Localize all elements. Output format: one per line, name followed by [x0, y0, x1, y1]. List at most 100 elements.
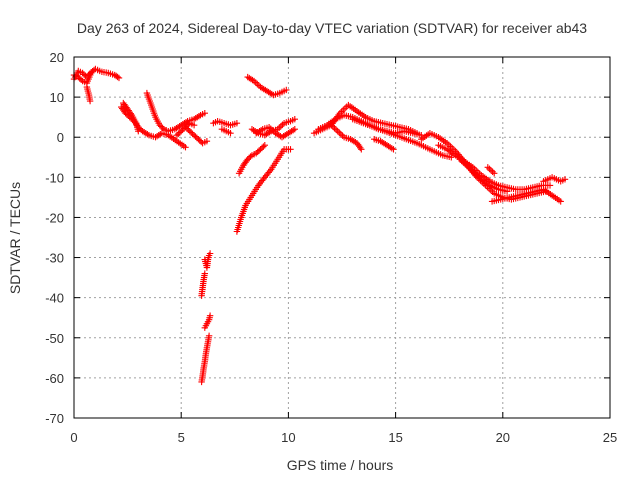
- data-point: [561, 176, 569, 183]
- data-point: [291, 116, 298, 123]
- data-point: [291, 126, 298, 133]
- series-arc-9: [210, 118, 241, 129]
- data-point: [261, 142, 268, 149]
- data-point: [546, 182, 554, 189]
- series-arc-6: [143, 89, 208, 135]
- series-arc-13: [198, 270, 208, 299]
- x-tick-label: 25: [603, 430, 617, 445]
- data-point: [195, 136, 202, 143]
- data-point: [227, 130, 234, 137]
- y-tick-label: -10: [45, 170, 64, 185]
- data-point: [156, 122, 163, 129]
- series-arc-1: [70, 65, 123, 83]
- series-arc-5: [120, 99, 142, 135]
- y-tick-label: 0: [57, 130, 64, 145]
- x-tick-label: 5: [178, 430, 185, 445]
- y-tick-label: -50: [45, 331, 64, 346]
- data-point: [79, 69, 86, 77]
- data-point: [135, 128, 142, 135]
- data-point: [244, 156, 251, 163]
- data-points: [70, 65, 569, 386]
- y-tick-labels: 20 10 0 -10 -20 -30 -40 -50 -60 -70: [45, 50, 64, 426]
- data-point: [260, 143, 267, 150]
- y-axis-label: SDTVAR / TECUs: [7, 182, 23, 294]
- chart-title: Day 263 of 2024, Sidereal Day-to-day VTE…: [77, 20, 587, 36]
- data-point: [115, 74, 123, 82]
- data-point: [182, 124, 189, 131]
- data-point: [205, 332, 213, 339]
- series-arc-8: [182, 124, 211, 147]
- data-point: [77, 76, 85, 83]
- series-arc-12: [201, 250, 214, 271]
- series-arc-30: [484, 164, 498, 177]
- data-point: [233, 120, 241, 127]
- data-point: [253, 150, 260, 157]
- x-tick-label: 10: [281, 430, 295, 445]
- data-point: [182, 144, 189, 151]
- y-tick-label: 20: [50, 50, 64, 65]
- data-point: [190, 122, 198, 129]
- data-point: [357, 144, 364, 151]
- x-tick-label: 15: [388, 430, 402, 445]
- data-point: [127, 110, 134, 117]
- x-axis-label: GPS time / hours: [287, 457, 394, 473]
- series-arc-29: [540, 174, 569, 185]
- data-point: [179, 126, 186, 134]
- x-tick-label: 20: [496, 430, 510, 445]
- data-point: [283, 86, 290, 94]
- data-point: [186, 128, 193, 135]
- series-arc-11: [244, 73, 290, 99]
- data-point: [257, 146, 264, 153]
- series-arc-14: [201, 312, 214, 331]
- data-point: [491, 170, 498, 177]
- data-point: [188, 129, 195, 136]
- data-point: [183, 125, 191, 132]
- y-tick-label: 10: [50, 90, 64, 105]
- y-tick-label: -70: [45, 411, 64, 426]
- data-point: [114, 73, 121, 81]
- y-tick-label: -60: [45, 371, 64, 386]
- series-arc-15: [198, 332, 213, 386]
- series-arc-10: [218, 126, 234, 137]
- data-point: [390, 146, 397, 153]
- series-arc-19: [253, 124, 298, 141]
- data-point: [158, 123, 165, 130]
- series-arc-24: [371, 136, 397, 153]
- data-point: [358, 146, 365, 153]
- data-point: [159, 124, 166, 132]
- y-tick-label: -30: [45, 251, 64, 266]
- data-point: [206, 250, 214, 257]
- data-point: [88, 69, 95, 77]
- data-point: [175, 130, 182, 138]
- data-point: [258, 144, 266, 152]
- plot-frame: [73, 56, 611, 419]
- data-point: [189, 130, 196, 138]
- data-point: [557, 198, 564, 205]
- series-arc-16: [233, 146, 294, 235]
- data-point: [247, 153, 254, 160]
- data-point: [173, 132, 181, 139]
- x-tick-label: 0: [70, 430, 77, 445]
- data-point: [190, 132, 198, 139]
- data-point: [86, 97, 94, 105]
- series-arc-28: [488, 186, 564, 205]
- data-point: [203, 138, 211, 145]
- series-arc-3: [83, 83, 94, 105]
- data-point: [178, 128, 185, 135]
- data-point: [206, 312, 214, 319]
- data-point: [201, 270, 208, 277]
- data-point: [287, 146, 294, 153]
- data-point: [201, 110, 208, 117]
- x-tick-labels: 0 5 10 15 20 25: [70, 430, 617, 445]
- y-tick-label: -40: [45, 291, 64, 306]
- data-point: [255, 147, 263, 154]
- data-point: [76, 75, 83, 82]
- y-tick-label: -20: [45, 210, 64, 225]
- series-arc-22: [328, 122, 365, 153]
- series-arc-17: [235, 142, 268, 177]
- series-arc-23: [349, 116, 455, 161]
- data-point: [193, 134, 201, 142]
- data-point: [80, 71, 88, 78]
